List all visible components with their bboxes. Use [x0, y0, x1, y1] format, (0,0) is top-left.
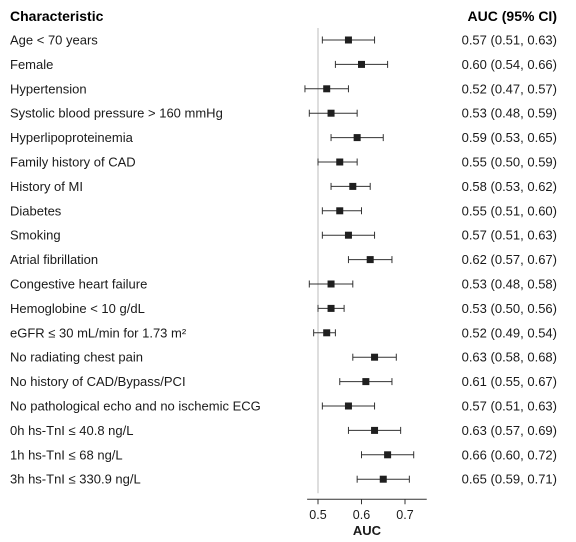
row-label: History of MI: [10, 179, 83, 194]
row-label: Female: [10, 57, 53, 72]
auc-point-marker: [362, 378, 370, 386]
characteristic-header: Characteristic: [10, 8, 104, 24]
auc-point-marker: [327, 109, 335, 117]
forest-row: Hyperlipoproteinemia 0.59 (0.53, 0.65): [10, 130, 557, 145]
row-label: 0h hs-TnI ≤ 40.8 ng/L: [10, 423, 134, 438]
forest-row: No radiating chest pain 0.63 (0.58, 0.68): [10, 350, 557, 365]
forest-row: 1h hs-TnI ≤ 68 ng/L 0.66 (0.60, 0.72): [10, 447, 557, 462]
row-label: Family history of CAD: [10, 155, 136, 170]
x-tick-label: 0.7: [396, 508, 413, 522]
auc-ci-value: 0.62 (0.57, 0.67): [462, 252, 557, 267]
auc-point-marker: [327, 280, 335, 288]
auc-ci-value: 0.53 (0.48, 0.59): [462, 106, 557, 121]
forest-row: Systolic blood pressure > 160 mmHg 0.53 (…: [10, 106, 557, 121]
forest-row: 0h hs-TnI ≤ 40.8 ng/L 0.63 (0.57, 0.69): [10, 423, 557, 438]
auc-ci-value: 0.58 (0.53, 0.62): [462, 179, 557, 194]
auc-point-marker: [349, 182, 357, 190]
auc-point-marker: [344, 231, 352, 239]
forest-row: 3h hs-TnI ≤ 330.9 ng/L 0.65 (0.59, 0.71): [10, 472, 557, 487]
auc-point-marker: [371, 353, 379, 361]
forest-row: Family history of CAD 0.55 (0.50, 0.59): [10, 155, 557, 170]
auc-point-marker: [384, 451, 392, 459]
row-label: Smoking: [10, 228, 61, 243]
auc-point-marker: [358, 60, 365, 68]
auc-point-marker: [323, 329, 331, 337]
x-tick-label: 0.5: [309, 508, 326, 522]
auc-ci-value: 0.65 (0.59, 0.71): [462, 472, 557, 487]
forest-row: Diabetes 0.55 (0.51, 0.60): [10, 203, 557, 218]
auc-point-marker: [353, 134, 361, 142]
auc-point-marker: [366, 256, 374, 264]
auc-ci-value: 0.60 (0.54, 0.66): [462, 57, 557, 72]
auc-point-marker: [336, 207, 344, 215]
auc-ci-value: 0.57 (0.51, 0.63): [462, 33, 557, 48]
row-label: Hemoglobine < 10 g/dL: [10, 301, 145, 316]
row-label: Congestive heart failure: [10, 277, 147, 292]
row-label: 3h hs-TnI ≤ 330.9 ng/L: [10, 472, 141, 487]
auc-ci-value: 0.53 (0.48, 0.58): [462, 277, 557, 292]
row-label: No history of CAD/Bypass/PCI: [10, 374, 186, 389]
auc-ci-value: 0.55 (0.50, 0.59): [462, 155, 557, 170]
row-label: 1h hs-TnI ≤ 68 ng/L: [10, 447, 123, 462]
auc-ci-value: 0.63 (0.58, 0.68): [462, 350, 557, 365]
row-label: Hyperlipoproteinemia: [10, 130, 134, 145]
forest-row: Hemoglobine < 10 g/dL 0.53 (0.50, 0.56): [10, 301, 557, 316]
auc-ci-value: 0.66 (0.60, 0.72): [462, 447, 557, 462]
x-axis: 0.5 0.6 0.7: [307, 498, 427, 522]
forest-row: Smoking 0.57 (0.51, 0.63): [10, 228, 557, 243]
auc-point-marker: [327, 304, 335, 312]
auc-ci-value: 0.59 (0.53, 0.65): [462, 130, 557, 145]
forest-row: No pathological echo and no ischemic ECG…: [10, 399, 557, 414]
forest-row: Congestive heart failure 0.53 (0.48, 0.58…: [10, 277, 557, 292]
forest-row: Atrial fibrillation 0.62 (0.57, 0.67): [10, 252, 557, 267]
row-label: Diabetes: [10, 203, 62, 218]
row-label: No radiating chest pain: [10, 350, 143, 365]
forest-row: No history of CAD/Bypass/PCI 0.61 (0.55, …: [10, 374, 557, 389]
auc-point-marker: [344, 36, 352, 44]
row-label: eGFR ≤ 30 mL/min for 1.73 m²: [10, 325, 187, 340]
auc-point-marker: [323, 85, 331, 93]
row-label: Systolic blood pressure > 160 mmHg: [10, 106, 223, 121]
auc-ci-value: 0.52 (0.47, 0.57): [462, 81, 557, 96]
row-label: Atrial fibrillation: [10, 252, 98, 267]
forest-rows: Age < 70 years 0.57 (0.51, 0.63) Female 0.6…: [10, 33, 557, 487]
forest-row: Hypertension 0.52 (0.47, 0.57): [10, 81, 557, 96]
forest-row: Age < 70 years 0.57 (0.51, 0.63): [10, 33, 557, 48]
auc-ci-value: 0.61 (0.55, 0.67): [462, 374, 557, 389]
auc-ci-value: 0.57 (0.51, 0.63): [462, 399, 557, 414]
auc-point-marker: [336, 158, 344, 166]
row-label: No pathological echo and no ischemic ECG: [10, 399, 261, 414]
auc-ci-value: 0.53 (0.50, 0.56): [462, 301, 557, 316]
forest-row: History of MI 0.58 (0.53, 0.62): [10, 179, 557, 194]
auc-ci-value: 0.63 (0.57, 0.69): [462, 423, 557, 438]
row-label: Hypertension: [10, 81, 87, 96]
auc-ci-value: 0.57 (0.51, 0.63): [462, 228, 557, 243]
x-tick-label: 0.6: [353, 508, 370, 522]
auc-point-marker: [379, 475, 387, 483]
forest-row: Female 0.60 (0.54, 0.66): [10, 57, 557, 72]
auc-point-marker: [371, 426, 379, 434]
row-label: Age < 70 years: [10, 33, 98, 48]
auc-ci-value: 0.55 (0.51, 0.60): [462, 203, 557, 218]
auc-point-marker: [344, 402, 352, 410]
x-axis-label: AUC: [353, 523, 382, 538]
auc-ci-header: AUC (95% CI): [468, 8, 557, 24]
auc-ci-value: 0.52 (0.49, 0.54): [462, 325, 557, 340]
forest-row: eGFR ≤ 30 mL/min for 1.73 m² 0.52 (0.49, …: [10, 325, 557, 340]
